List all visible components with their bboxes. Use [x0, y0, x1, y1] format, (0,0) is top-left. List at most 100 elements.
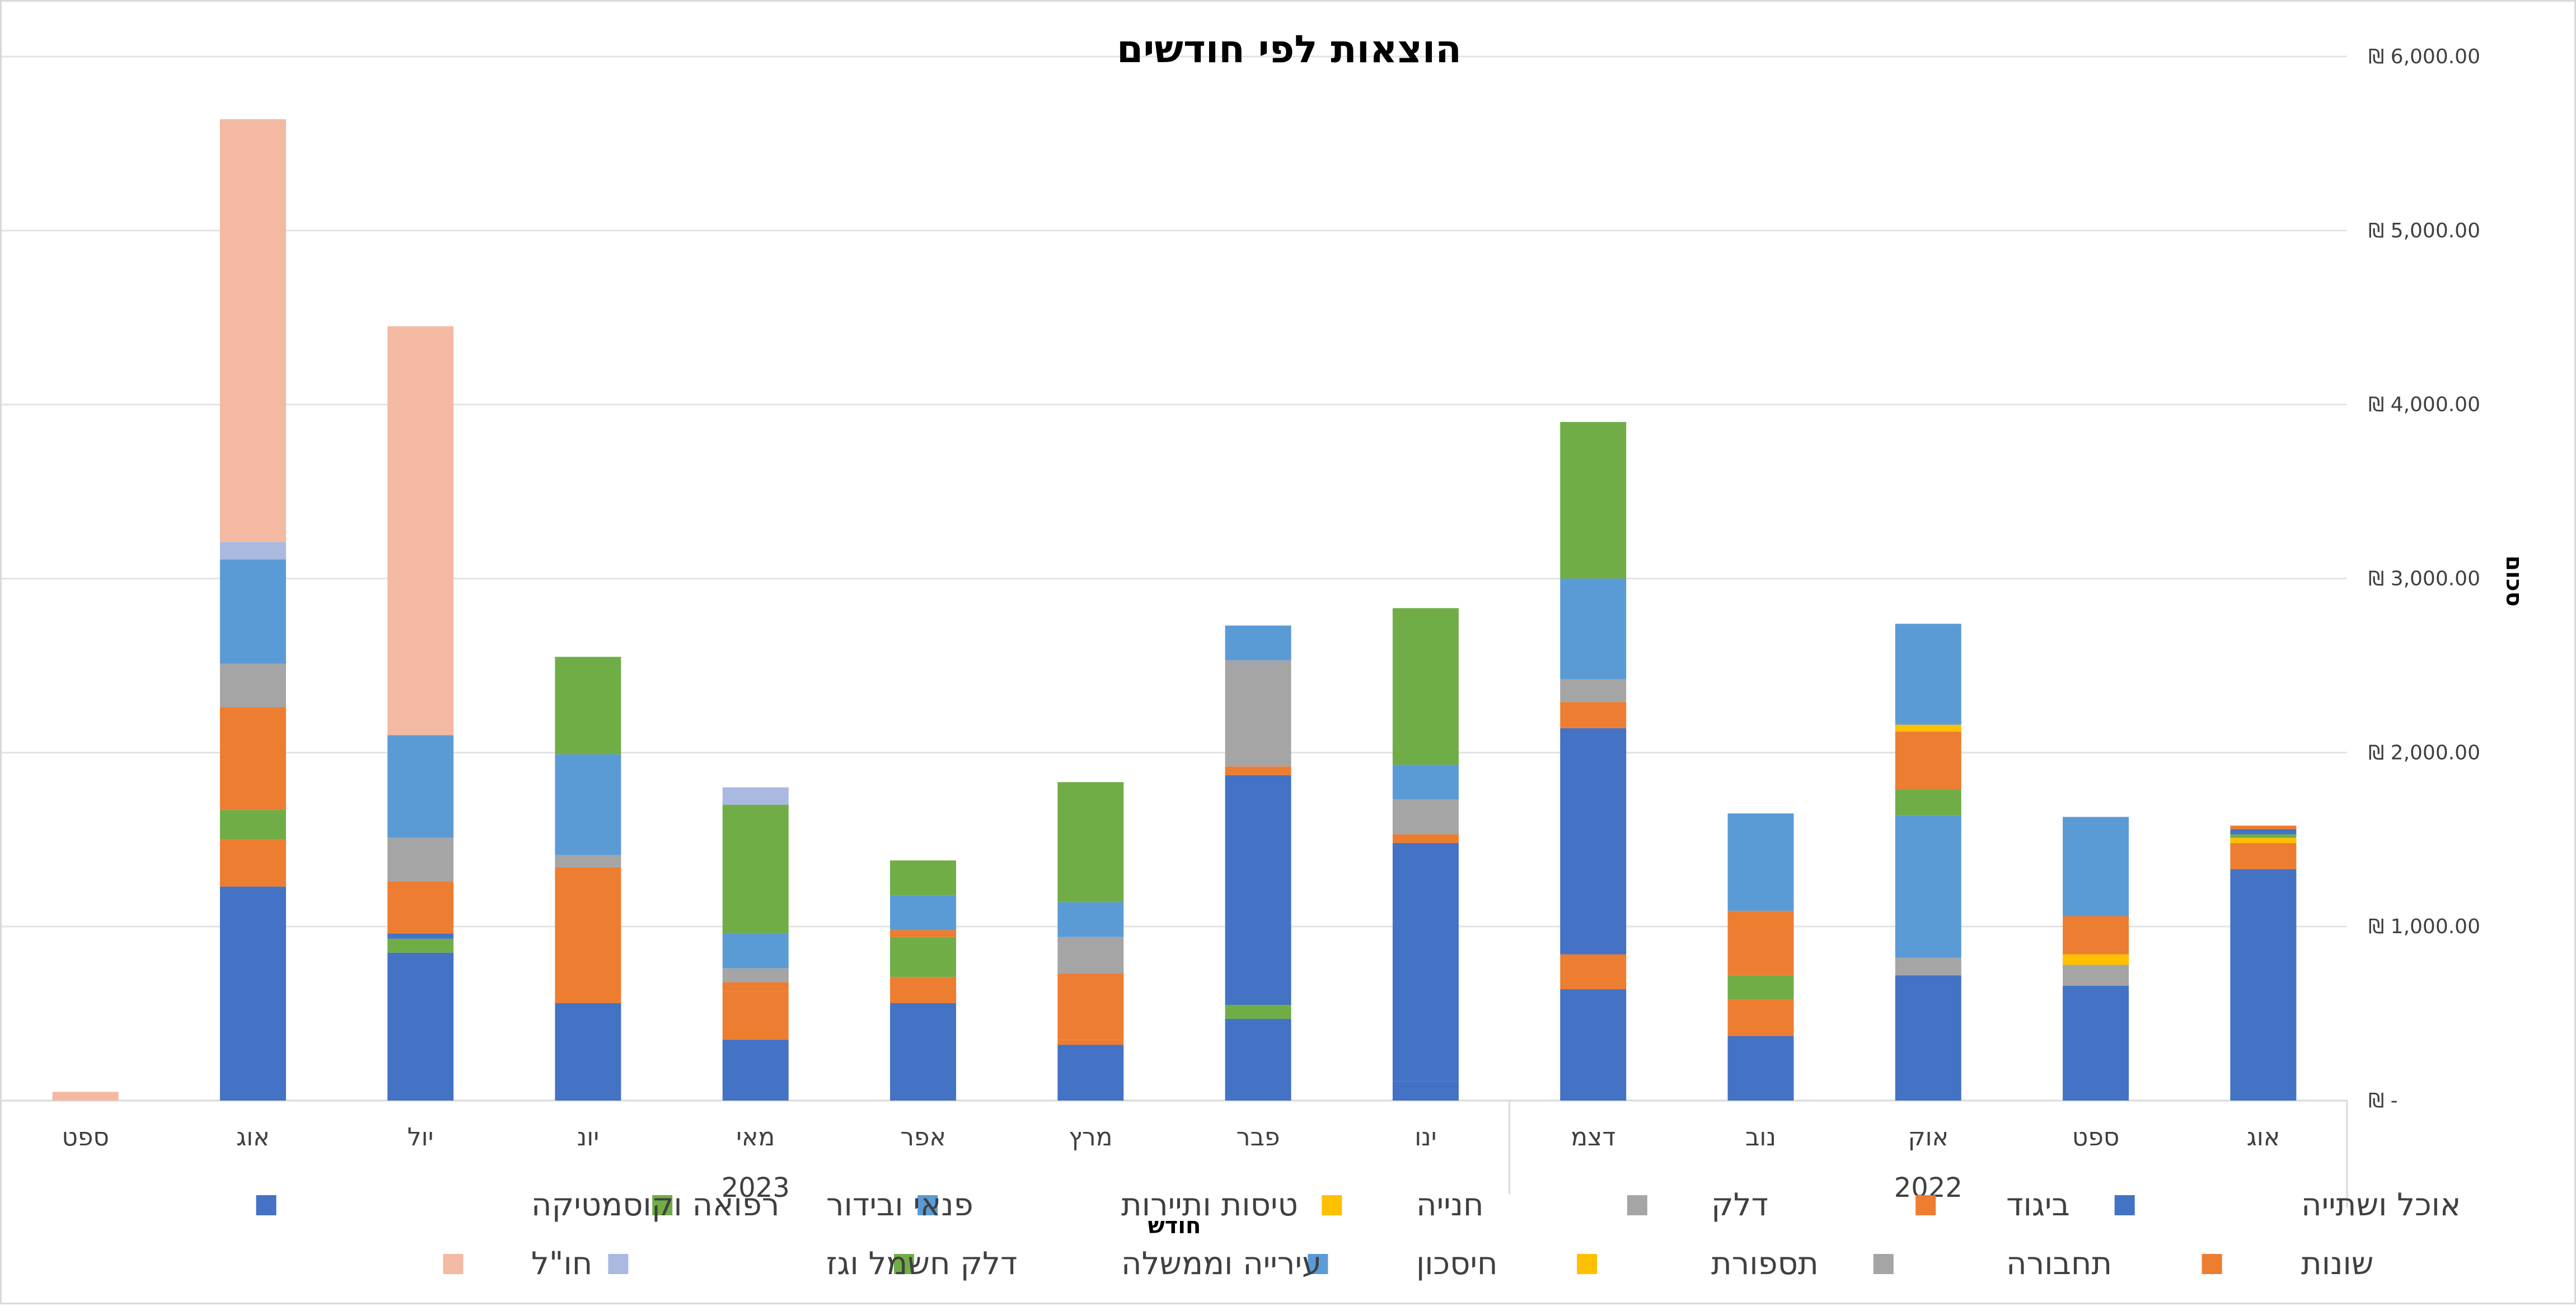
legend-swatch	[917, 1195, 938, 1215]
bar-segment	[1560, 422, 1627, 579]
y-tick-label: ₪ 4,000.00	[2368, 394, 2480, 416]
bar-segment	[1392, 799, 1459, 835]
y-axis-title: סכום	[2501, 555, 2527, 606]
bar-segment	[722, 968, 789, 982]
legend: אוכל ושתייה ביגוד דלק חנייה טיסות ותיירות פנא…	[256, 1187, 2461, 1282]
y-tick-label: ₪ 3,000.00	[2368, 568, 2480, 591]
bar-segment	[1560, 954, 1627, 990]
legend-item: חנייה	[1322, 1187, 1484, 1223]
bar-segment	[890, 860, 957, 896]
bar-segment	[890, 930, 957, 937]
bar-segment	[387, 881, 454, 934]
legend-swatch	[1873, 1254, 1894, 1274]
legend-swatch	[1322, 1195, 1342, 1215]
bar-segment	[722, 933, 789, 968]
bar-segment	[387, 952, 454, 1101]
y-tick-label: ₪ 5,000.00	[2368, 219, 2480, 242]
bar-segment	[1225, 1005, 1291, 1019]
x-axis-title: חודש	[1148, 1213, 1201, 1239]
bar-segment	[722, 982, 789, 991]
y-tick-label: ₪ 6,000.00	[2368, 45, 2480, 68]
x-tick-label: פבר	[1237, 1123, 1280, 1151]
legend-label: שונות	[2301, 1246, 2373, 1282]
bar-segment	[1392, 608, 1459, 765]
bar-segment	[1727, 813, 1794, 911]
legend-item: ביגוד	[1915, 1187, 2070, 1223]
bar-segment	[219, 809, 286, 840]
year-label: 2023	[722, 1172, 790, 1204]
bar-segment	[1057, 782, 1124, 902]
bar-segment	[2063, 985, 2129, 1101]
bar-segment	[387, 837, 454, 882]
bar-segment	[555, 867, 621, 1003]
bar-segment	[219, 559, 286, 664]
legend-label: חו"ל	[531, 1246, 592, 1282]
legend-item: אוכל ושתייה	[2114, 1187, 2461, 1223]
bar-segment	[1895, 732, 1961, 789]
legend-swatch	[1915, 1195, 1936, 1215]
bar-segment	[1727, 999, 1794, 1036]
bar-segment	[219, 663, 286, 708]
axes: ₪ - ₪ 1,000.00 ₪ 2,000.00 ₪ 3,000.00 ₪ 4,000…	[62, 45, 2480, 1208]
legend-label: ביגוד	[2006, 1187, 2070, 1223]
bar-segment	[1392, 1081, 1459, 1101]
legend-swatch	[1577, 1254, 1598, 1274]
x-tick-label: אוג	[2247, 1123, 2280, 1151]
bars	[52, 119, 2297, 1101]
bar-segment	[555, 754, 621, 855]
legend-label: דלק חשמל וגז	[826, 1246, 1018, 1282]
legend-item: פנאי ובידור	[652, 1187, 973, 1223]
x-tick-label: ספט	[62, 1123, 109, 1151]
x-tick-label: נוב	[1745, 1123, 1776, 1151]
bar-segment	[219, 542, 286, 560]
bar-segment	[387, 326, 454, 736]
bar-segment	[1727, 911, 1794, 976]
legend-item: תספורת	[1577, 1246, 1819, 1282]
bar-segment	[2063, 817, 2129, 916]
x-tick-label: אוק	[1908, 1123, 1949, 1151]
bar-segment	[387, 938, 454, 953]
legend-label: חיסכון	[1416, 1246, 1498, 1282]
legend-swatch	[652, 1195, 673, 1215]
legend-label: רפואה וקוסמטיקה	[531, 1187, 779, 1223]
bar-segment	[1392, 842, 1459, 1082]
y-tick-label: ₪ 1,000.00	[2368, 915, 2480, 938]
bar-segment	[1057, 902, 1124, 937]
bar-segment	[555, 855, 621, 868]
chart-title: הוצאות לפי חודשים	[1117, 27, 1462, 72]
bar-segment	[1727, 1036, 1794, 1101]
legend-swatch	[443, 1254, 463, 1274]
legend-item: חו"ל	[443, 1246, 592, 1282]
legend-label: תספורת	[1711, 1246, 1819, 1282]
legend-swatch	[1627, 1195, 1647, 1215]
legend-item: רפואה וקוסמטיקה	[256, 1187, 779, 1223]
bar-segment	[1057, 937, 1124, 974]
legend-swatch	[256, 1195, 277, 1215]
legend-item: שונות	[2202, 1246, 2373, 1282]
legend-label: תחבורה	[2006, 1246, 2112, 1282]
legend-label: טיסות ותיירות	[1121, 1187, 1298, 1223]
x-tick-label: אפר	[900, 1123, 946, 1151]
bar-segment	[722, 804, 789, 934]
legend-label: דלק	[1711, 1187, 1768, 1223]
bar-segment	[1895, 975, 1961, 1101]
bar-segment	[555, 657, 621, 755]
bar-segment	[2063, 916, 2129, 954]
bar-segment	[52, 1092, 119, 1101]
y-tick-label: ₪ -	[2368, 1089, 2398, 1112]
legend-item: דלק חשמל וגז	[608, 1246, 1018, 1282]
x-tick-label: אוג	[236, 1123, 270, 1151]
bar-segment	[219, 886, 286, 1101]
bar-segment	[722, 991, 789, 1040]
bar-segment	[1560, 578, 1627, 680]
bar-segment	[2230, 869, 2297, 1101]
legend-swatch	[608, 1254, 629, 1274]
x-tick-label: יונ	[577, 1123, 599, 1151]
x-tick-label: יול	[408, 1123, 434, 1151]
bar-segment	[1392, 765, 1459, 800]
bar-segment	[2230, 837, 2297, 843]
legend-swatch	[893, 1254, 914, 1274]
bar-segment	[219, 119, 286, 542]
bar-segment	[890, 977, 957, 1003]
